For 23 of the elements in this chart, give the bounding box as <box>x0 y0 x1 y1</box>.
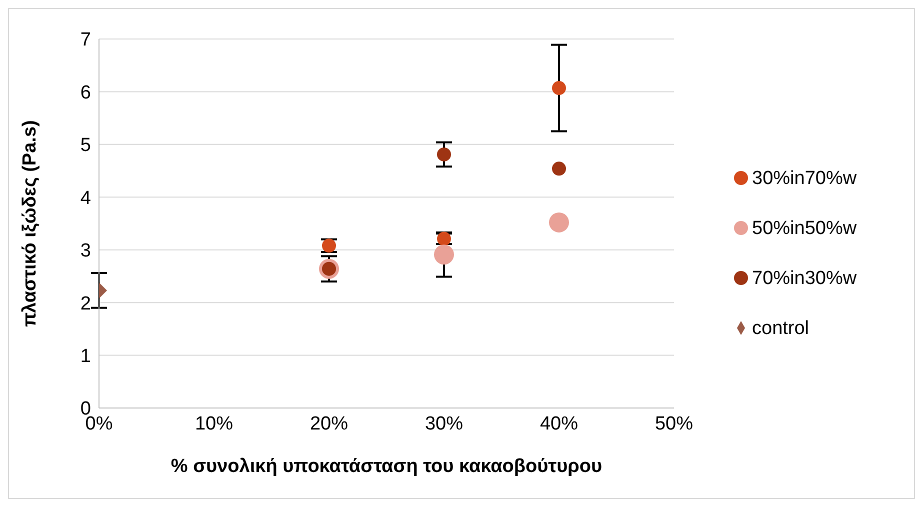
y-axis-title: πλαστικό ιξώδες (Pa.s) <box>20 120 41 327</box>
point <box>434 244 454 265</box>
legend-label: 70%in30%w <box>752 268 857 288</box>
y-tick-label: 6 <box>80 82 91 104</box>
y-tick-label: 3 <box>80 240 91 262</box>
x-tick-label: 30% <box>424 413 464 434</box>
y-tick-label: 7 <box>80 30 91 51</box>
point <box>552 162 566 176</box>
y-tick-label: 2 <box>80 293 91 314</box>
legend-label: 50%in50%w <box>752 218 857 238</box>
legend-label: control <box>752 318 810 338</box>
x-tick-label: 20% <box>310 413 348 434</box>
y-tick-label: 1 <box>80 346 91 368</box>
x-tick-label: 10% <box>194 413 234 434</box>
legend-label: 30%in70%w <box>752 168 857 188</box>
x-tick-label: 50% <box>654 413 694 434</box>
y-tick-label: 4 <box>80 188 92 209</box>
point <box>552 81 566 96</box>
y-tick-label: 5 <box>80 135 91 156</box>
point <box>549 212 569 232</box>
point <box>437 147 451 162</box>
x-tick-label: 40% <box>540 413 578 434</box>
x-axis-title: % συνολική υποκατάσταση του κακαοβούτυρου <box>170 456 602 477</box>
